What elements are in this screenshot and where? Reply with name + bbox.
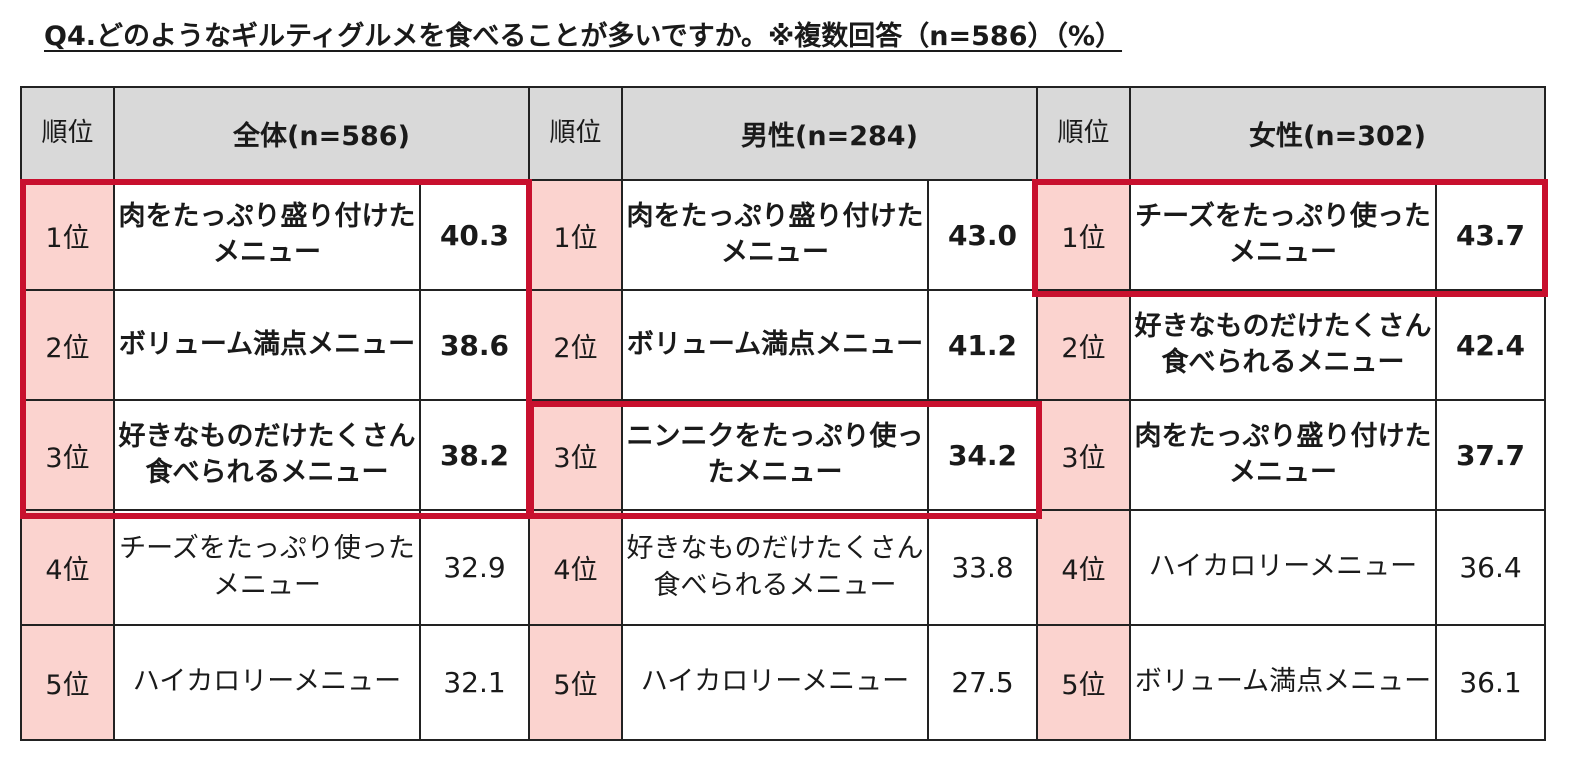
rank-cell: 2位 <box>20 289 115 401</box>
rank-cell: 4位 <box>1036 509 1131 626</box>
rank-cell: 1位 <box>20 179 115 291</box>
value-cell: 36.4 <box>1435 509 1546 626</box>
item-cell: チーズをたっぷり使ったメニュー <box>1129 179 1437 291</box>
group-header-male: 男性(n=284) <box>621 86 1038 181</box>
value-cell: 38.6 <box>419 289 530 401</box>
value-cell: 32.9 <box>419 509 530 626</box>
rank-cell: 3位 <box>528 399 623 511</box>
item-cell: 肉をたっぷり盛り付けたメニュー <box>1129 399 1437 511</box>
table-row: 4位 チーズをたっぷり使ったメニュー 32.9 4位 好きなものだけたくさん食べられるメ… <box>20 509 1546 626</box>
rank-cell: 4位 <box>20 509 115 626</box>
item-cell: 好きなものだけたくさん食べられるメニュー <box>113 399 421 511</box>
rank-cell: 4位 <box>528 509 623 626</box>
rank-cell: 3位 <box>1036 399 1131 511</box>
item-cell: ハイカロリーメニュー <box>113 624 421 741</box>
group-header-overall: 全体(n=586) <box>113 86 530 181</box>
table-row: 3位 好きなものだけたくさん食べられるメニュー 38.2 3位 ニンニクをたっぷり使った… <box>20 399 1546 511</box>
rank-cell: 5位 <box>1036 624 1131 741</box>
item-cell: 肉をたっぷり盛り付けたメニュー <box>621 179 929 291</box>
item-cell: ボリューム満点メニュー <box>113 289 421 401</box>
table-row: 5位 ハイカロリーメニュー 32.1 5位 ハイカロリーメニュー 27.5 5位 ボリューム満… <box>20 624 1546 741</box>
rank-cell: 1位 <box>528 179 623 291</box>
value-cell: 32.1 <box>419 624 530 741</box>
item-cell: ハイカロリーメニュー <box>1129 509 1437 626</box>
item-cell: ボリューム満点メニュー <box>1129 624 1437 741</box>
rank-header-male: 順位 <box>528 86 623 181</box>
value-cell: 27.5 <box>927 624 1038 741</box>
rank-cell: 2位 <box>1036 289 1131 401</box>
rank-header-overall: 順位 <box>20 86 115 181</box>
rank-header-female: 順位 <box>1036 86 1131 181</box>
item-cell: ボリューム満点メニュー <box>621 289 929 401</box>
group-header-female: 女性(n=302) <box>1129 86 1546 181</box>
value-cell: 40.3 <box>419 179 530 291</box>
value-cell: 43.7 <box>1435 179 1546 291</box>
item-cell: ニンニクをたっぷり使ったメニュー <box>621 399 929 511</box>
item-cell: ハイカロリーメニュー <box>621 624 929 741</box>
value-cell: 42.4 <box>1435 289 1546 401</box>
item-cell: 肉をたっぷり盛り付けたメニュー <box>113 179 421 291</box>
value-cell: 34.2 <box>927 399 1038 511</box>
page-title: Q4.どのようなギルティグルメを食べることが多いですか。※複数回答（n=586）… <box>44 21 1123 52</box>
item-cell: 好きなものだけたくさん食べられるメニュー <box>621 509 929 626</box>
rank-cell: 3位 <box>20 399 115 511</box>
item-cell: チーズをたっぷり使ったメニュー <box>113 509 421 626</box>
table-row: 1位 肉をたっぷり盛り付けたメニュー 40.3 1位 肉をたっぷり盛り付けたメニュー 43… <box>20 179 1546 291</box>
rank-cell: 5位 <box>528 624 623 741</box>
value-cell: 41.2 <box>927 289 1038 401</box>
table-row: 2位 ボリューム満点メニュー 38.6 2位 ボリューム満点メニュー 41.2 2位 好きなも… <box>20 289 1546 401</box>
value-cell: 36.1 <box>1435 624 1546 741</box>
rank-cell: 5位 <box>20 624 115 741</box>
ranking-table: 順位 全体(n=586) 順位 男性(n=284) 順位 女性(n=302) 1位 肉をたっぷ… <box>20 86 1546 741</box>
value-cell: 37.7 <box>1435 399 1546 511</box>
rank-cell: 1位 <box>1036 179 1131 291</box>
value-cell: 43.0 <box>927 179 1038 291</box>
value-cell: 38.2 <box>419 399 530 511</box>
item-cell: 好きなものだけたくさん食べられるメニュー <box>1129 289 1437 401</box>
rank-cell: 2位 <box>528 289 623 401</box>
value-cell: 33.8 <box>927 509 1038 626</box>
